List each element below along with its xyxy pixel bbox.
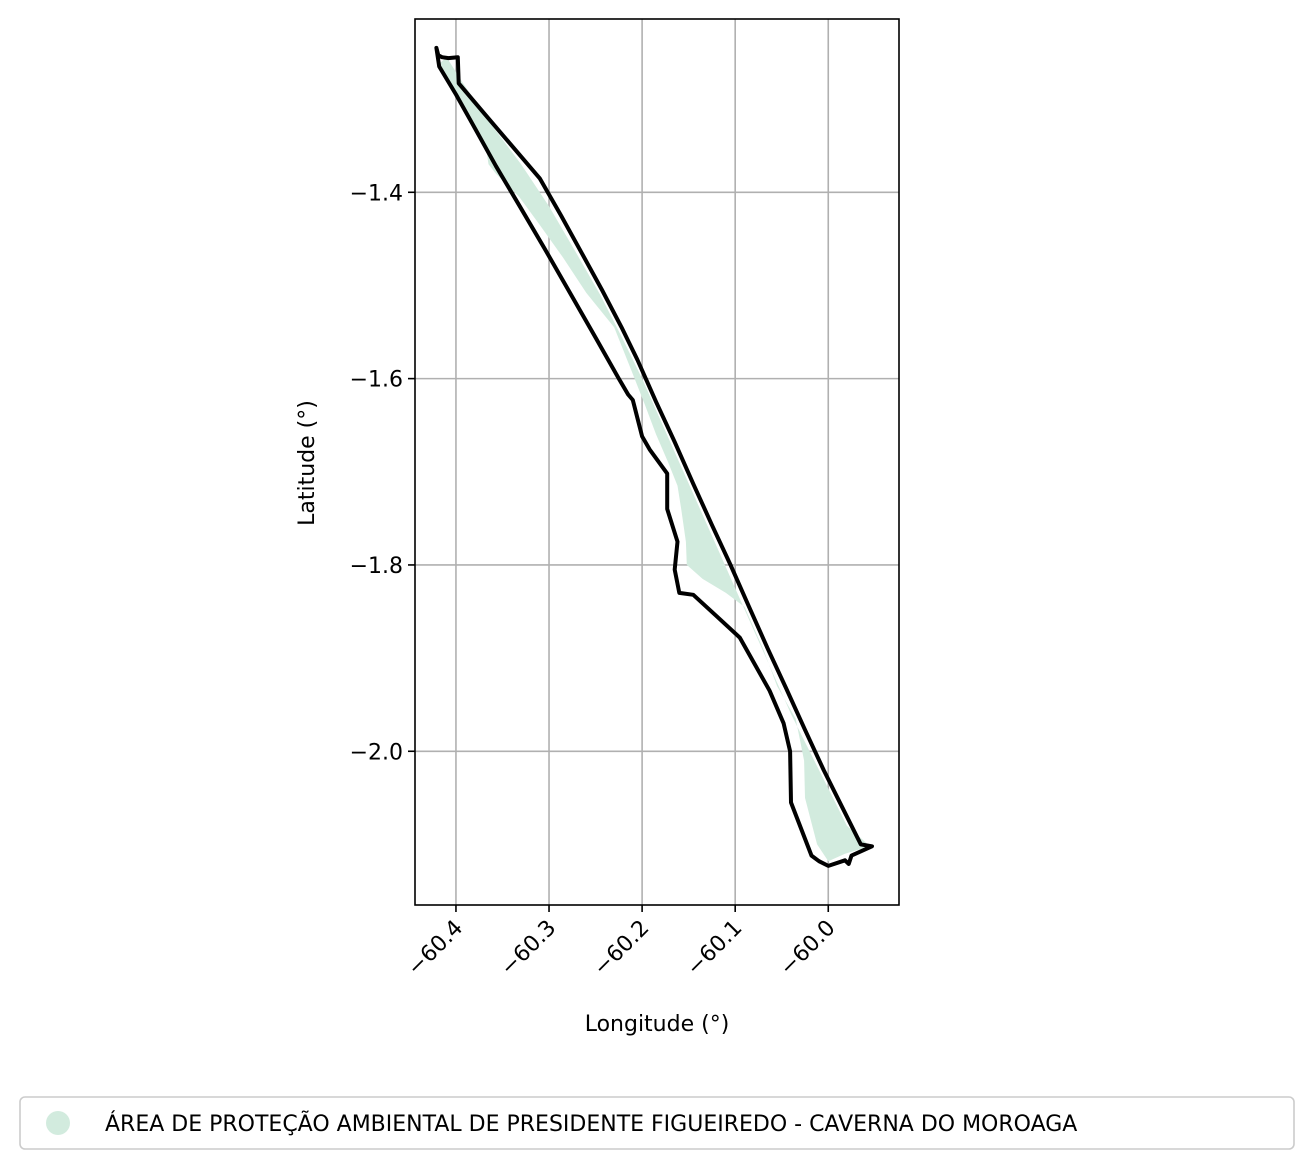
y-tick-label-2: −1.8 <box>350 554 403 579</box>
y-tick-label-1: −1.6 <box>350 368 403 393</box>
legend-label: ÁREA DE PROTEÇÃO AMBIENTAL DE PRESIDENTE… <box>105 1110 1077 1137</box>
legend: ÁREA DE PROTEÇÃO AMBIENTAL DE PRESIDENTE… <box>19 1096 1295 1150</box>
map-shapes <box>434 45 874 868</box>
axes-frame <box>414 18 900 906</box>
protected-area-outline <box>434 45 874 868</box>
x-tick-label-3: −60.1 <box>682 916 747 981</box>
x-tick-label-2: −60.2 <box>589 916 654 981</box>
x-axis-label: Longitude (°) <box>585 1012 730 1037</box>
x-tick-label-0: −60.4 <box>403 916 468 981</box>
legend-box <box>19 1096 1295 1150</box>
x-tick-label-4: −60.0 <box>775 916 840 981</box>
grid-lines <box>415 19 899 905</box>
x-tick-label-1: −60.3 <box>496 916 561 981</box>
legend-marker <box>46 1111 70 1135</box>
x-axis-ticks: −60.4 −60.3 −60.2 −60.1 −60.0 <box>403 905 841 981</box>
y-axis-ticks: −1.4 −1.6 −1.8 −2.0 <box>350 181 415 765</box>
y-tick-label-0: −1.4 <box>350 181 403 206</box>
y-axis-label: Latitude (°) <box>295 400 320 526</box>
y-tick-label-3: −2.0 <box>350 740 403 765</box>
